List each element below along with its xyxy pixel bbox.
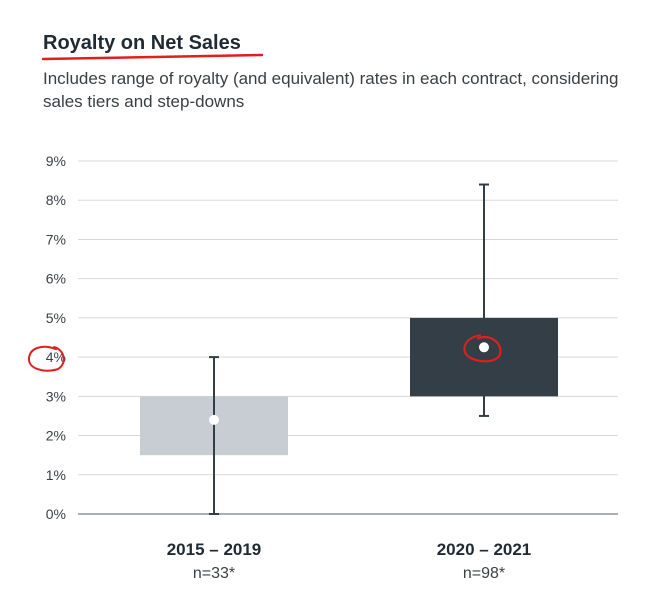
boxes (140, 183, 558, 515)
mean-point-circle-annotation (463, 334, 502, 363)
chart-subtitle: Includes range of royalty (and equivalen… (43, 69, 619, 111)
y-tick-label: 9% (46, 153, 66, 169)
y-tick-4-circle-annotation (28, 345, 65, 372)
y-tick-label: 0% (46, 506, 66, 522)
annotations (28, 334, 502, 372)
title-underline-annotation (41, 53, 264, 61)
category-label: 2015 – 2019 (167, 540, 262, 559)
y-tick-label: 7% (46, 231, 66, 247)
mean-point (209, 414, 219, 425)
category-label: 2020 – 2021 (437, 540, 532, 559)
chart-title: Royalty on Net Sales (43, 32, 241, 54)
y-tick-label: 4% (46, 349, 66, 365)
y-tick-label: 3% (46, 388, 66, 404)
y-tick-label: 1% (46, 467, 66, 483)
y-tick-label: 5% (46, 310, 66, 326)
y-tick-label: 6% (46, 271, 66, 287)
sample-size-label: n=98* (463, 565, 505, 582)
box-group-1 (410, 183, 558, 417)
sample-size-label: n=33* (193, 565, 235, 582)
category-labels: 2015 – 2019 n=33* 2020 – 2021 n=98* (167, 540, 532, 582)
mean-point (479, 342, 489, 353)
y-tick-label: 2% (46, 428, 66, 444)
y-tick-label: 8% (46, 192, 66, 208)
box-group-0 (140, 356, 288, 515)
y-axis-ticks: 0% 1% 2% 3% 4% 5% 6% 7% 8% 9% (46, 153, 66, 522)
